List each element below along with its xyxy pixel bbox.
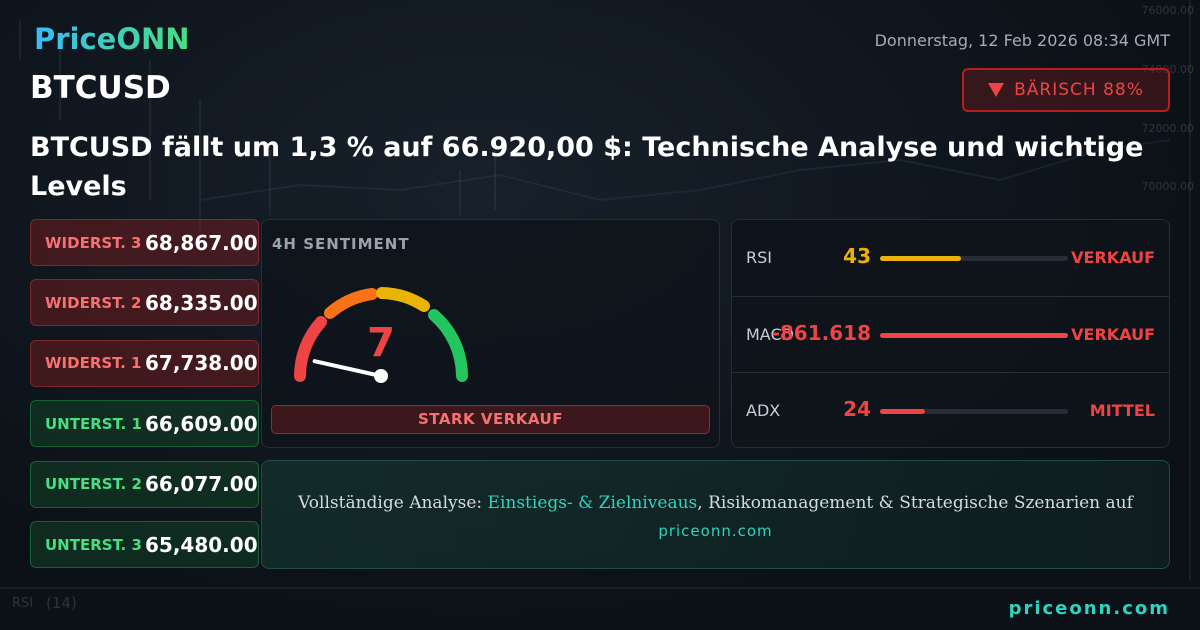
level-label: WIDERST. 3	[45, 233, 142, 252]
indicator-name: MACD	[746, 325, 794, 344]
level: WIDERST. 3 68,867.00	[30, 219, 259, 266]
indicator-track	[880, 409, 1068, 414]
indicator-track	[880, 333, 1068, 338]
axis-label: 72000.00	[1141, 122, 1195, 135]
level: WIDERST. 2 68,335.00	[30, 279, 259, 327]
gauge-hub	[374, 369, 388, 383]
symbol: BTCUSD	[30, 70, 171, 106]
axis-label: 70000.00	[1141, 180, 1195, 193]
indicator-signal: MITTEL	[1089, 401, 1155, 420]
footer-site[interactable]: priceonn.com	[1008, 598, 1170, 619]
down-icon	[988, 83, 1005, 97]
cta-highlight: Einstiegs- & Zielniveaus	[487, 493, 698, 513]
cta-after: , Risikomanagement & Strategische Szenar…	[697, 493, 1133, 513]
level: UNTERST. 1 66,609.00	[30, 400, 259, 448]
sentiment-title: 4H SENTIMENT	[272, 235, 410, 253]
indicator-value: 24	[843, 397, 871, 421]
indicator-name: ADX	[746, 401, 781, 420]
level-label: UNTERST. 1	[45, 414, 142, 433]
cta-before: Vollständige Analyse:	[298, 493, 488, 513]
indicator-value: 43	[843, 244, 871, 268]
indicator-signal: VERKAUF	[1071, 325, 1155, 344]
indicator-bar	[880, 256, 961, 261]
headline: BTCUSD fällt um 1,3 % auf 66.920,00 $: T…	[30, 132, 1144, 202]
indicators-panel: RSI 43 VERKAUF MACD -861.618 VERKAUF ADX 24 MITT…	[731, 219, 1170, 448]
level-value: 66,077.00	[145, 472, 258, 497]
indicator-signal: VERKAUF	[1071, 248, 1155, 267]
cta-panel: Vollständige Analyse: Einstiegs- & Zieln…	[261, 460, 1170, 569]
level: UNTERST. 2 66,077.00	[30, 460, 259, 508]
indicator-row: MACD -861.618 VERKAUF	[732, 296, 1169, 373]
level: WIDERST. 1 67,738.00	[30, 339, 259, 387]
level-label: UNTERST. 2	[45, 475, 142, 494]
gauge-value: 7	[367, 320, 395, 366]
cta-text: Vollständige Analyse: Einstiegs- & Zieln…	[262, 493, 1169, 513]
date: Donnerstag, 12 Feb 2026 08:34 GMT	[874, 31, 1170, 50]
indicator-bar	[880, 409, 926, 414]
cta-link[interactable]: priceonn.com	[658, 522, 773, 540]
badge: BÄRISCH 88%	[962, 68, 1170, 112]
level-value: 68,867.00	[145, 230, 258, 255]
indicator-bar	[880, 333, 1068, 338]
rsi-label: RSI	[12, 596, 34, 611]
gauge-needle	[312, 359, 383, 378]
indicator-value: -861.618	[771, 321, 871, 345]
level: UNTERST. 3 65,480.00	[30, 521, 259, 568]
indicator-row: ADX 24 MITTEL	[732, 372, 1169, 449]
indicator-name: RSI	[746, 248, 772, 267]
rsi-period: (14)	[46, 594, 77, 612]
sentiment-label: STARK VERKAUF	[271, 405, 710, 434]
level-label: UNTERST. 3	[45, 535, 142, 554]
badge-text: BÄRISCH 88%	[1014, 80, 1144, 100]
level-value: 68,335.00	[145, 290, 258, 315]
indicator-row: RSI 43 VERKAUF	[732, 220, 1169, 296]
sentiment-panel: 4H SENTIMENT 7 STARK VERKAUF	[261, 219, 720, 448]
level-label: WIDERST. 1	[45, 354, 142, 373]
gauge: 7	[294, 287, 468, 383]
axis-label: 76000.00	[1141, 4, 1195, 17]
level-label: WIDERST. 2	[45, 293, 142, 312]
level-value: 65,480.00	[145, 532, 258, 557]
indicator-track	[880, 256, 1068, 261]
level-value: 67,738.00	[145, 351, 258, 376]
level-value: 66,609.00	[145, 411, 258, 436]
brand: PriceONN	[34, 22, 190, 56]
